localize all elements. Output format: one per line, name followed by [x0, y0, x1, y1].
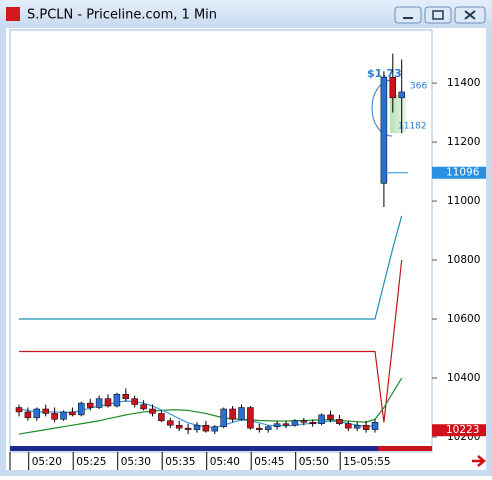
price-label: 11096: [446, 167, 480, 179]
candle-body: [389, 76, 397, 99]
x-tick-label: 05:25: [76, 456, 106, 468]
candle-body: [104, 398, 112, 407]
candle-body: [247, 407, 254, 429]
indicator-line: [19, 259, 403, 423]
indicator-line: [19, 215, 403, 320]
candle-body: [69, 411, 76, 416]
candle-body: [15, 407, 23, 413]
candle-body: [158, 413, 165, 422]
maximize-button[interactable]: [424, 6, 452, 24]
y-tick-label: 10600: [447, 313, 480, 325]
candle-body: [327, 414, 334, 420]
candle-body: [149, 408, 156, 414]
candle-body: [282, 423, 290, 426]
candle-body: [273, 423, 281, 427]
candle-body: [211, 426, 219, 432]
scroll-arrow[interactable]: [472, 455, 486, 467]
annotation: 11182: [398, 122, 427, 132]
candle-body: [193, 424, 201, 430]
x-tick-label: 05:50: [299, 456, 329, 468]
candle-body: [140, 404, 147, 410]
candle-body: [24, 411, 32, 419]
candle-body: [42, 408, 49, 414]
candle-body: [380, 76, 388, 184]
x-tick-label: 05:30: [121, 456, 151, 468]
candle-body: [318, 414, 325, 424]
candle-body: [229, 408, 236, 420]
annotation: 366: [410, 82, 427, 92]
candle-body: [86, 402, 94, 408]
window-title: S.PCLN - Priceline.com, 1 Min: [27, 8, 217, 23]
window-buttons: [394, 6, 486, 24]
x-tick-label: 05:40: [210, 456, 240, 468]
candle-body: [220, 408, 227, 427]
price-label-box: [432, 424, 486, 437]
x-tick-label: 05:20: [32, 456, 62, 468]
y-tick-label: 10800: [447, 254, 480, 266]
y-tick-label: 11000: [447, 195, 480, 207]
candle-body: [398, 91, 405, 99]
price-label: 10223: [446, 424, 479, 436]
candle-body: [238, 407, 245, 420]
app-icon: [6, 7, 20, 21]
candle-body: [256, 427, 263, 430]
candle-body: [264, 426, 272, 430]
candle-body: [300, 420, 308, 423]
plot-area: [9, 29, 433, 453]
candle-body: [202, 424, 210, 432]
x-tick-label: 15-05:55: [343, 456, 390, 468]
candle-body: [33, 408, 41, 419]
y-tick-label: 11400: [447, 77, 480, 89]
candle-body: [51, 413, 58, 420]
candle-body: [95, 398, 103, 408]
minimize-button[interactable]: [394, 6, 422, 24]
candle-body: [291, 420, 299, 426]
candle-body: [60, 411, 67, 420]
candle-body: [371, 422, 379, 430]
candle-body: [113, 393, 121, 407]
candle-body: [184, 427, 192, 430]
candle-body: [131, 398, 138, 405]
candle-body: [345, 423, 352, 429]
bottom-bar-end: [378, 446, 432, 451]
y-tick-label: 11200: [447, 136, 480, 148]
y-tick-label: 10400: [447, 372, 480, 384]
candle-body: [175, 424, 183, 429]
x-tick-label: 05:35: [165, 456, 195, 468]
candle-body: [362, 424, 370, 430]
bottom-bar: [10, 446, 432, 451]
candle-body: [353, 424, 361, 429]
candle-body: [122, 393, 130, 399]
x-tick-label: 05:45: [254, 456, 284, 468]
candle-body: [78, 402, 85, 416]
candle-body: [336, 419, 343, 424]
candle-body: [309, 422, 316, 424]
price-label-box: [432, 166, 486, 179]
candle-body: [167, 420, 174, 426]
